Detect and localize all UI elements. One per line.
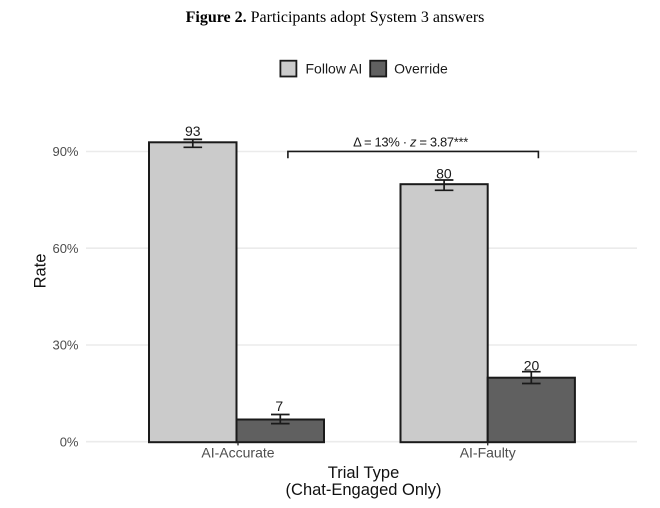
svg-text:30%: 30%	[52, 338, 78, 353]
svg-text:60%: 60%	[52, 241, 78, 256]
svg-text:Trial Type: Trial Type	[328, 464, 400, 482]
svg-text:(Chat-Engaged Only): (Chat-Engaged Only)	[286, 481, 442, 499]
svg-text:Figure 2. Participants adopt S: Figure 2. Participants adopt System 3 an…	[186, 9, 485, 26]
svg-text:7: 7	[275, 398, 283, 414]
svg-text:0%: 0%	[60, 434, 79, 449]
svg-text:20: 20	[524, 357, 540, 373]
svg-text:90%: 90%	[52, 144, 78, 159]
svg-text:Δ = 13% · z = 3.87***: Δ = 13% · z = 3.87***	[353, 134, 468, 149]
svg-text:Override: Override	[394, 61, 448, 77]
svg-text:Rate: Rate	[32, 254, 50, 289]
svg-text:80: 80	[436, 166, 452, 182]
svg-text:AI-Faulty: AI-Faulty	[460, 445, 516, 461]
svg-text:93: 93	[185, 123, 201, 139]
svg-text:AI-Accurate: AI-Accurate	[201, 445, 274, 461]
svg-text:Follow AI: Follow AI	[306, 61, 363, 77]
